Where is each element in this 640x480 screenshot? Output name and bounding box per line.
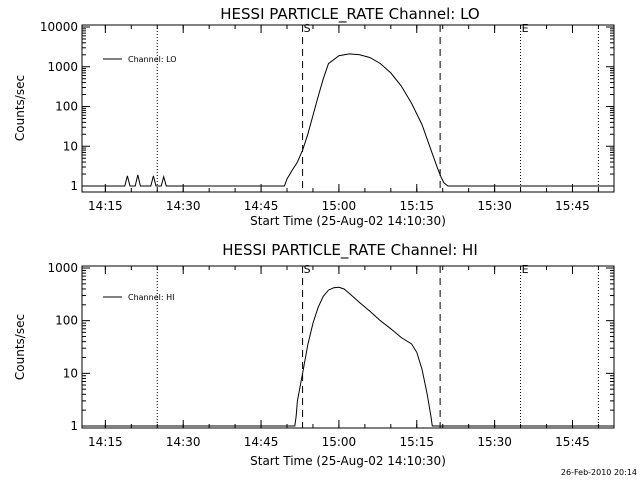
x-tick-label: 14:15 (88, 435, 123, 449)
plot-frame (81, 24, 615, 193)
y-tick-label: 10 (63, 139, 78, 153)
y-tick-label: 10 (63, 366, 78, 380)
y-axis-label: Counts/sec (13, 75, 27, 141)
time-marker-label: S (304, 263, 311, 276)
x-tick-label: 15:00 (322, 199, 357, 213)
x-tick-label: 15:15 (399, 435, 434, 449)
chart-title: HESSI PARTICLE_RATE Channel: HI (222, 241, 478, 260)
chart-panel-lo: HESSI PARTICLE_RATE Channel: LO 14:15 14:… (13, 5, 615, 228)
time-marker-label: S (304, 22, 311, 35)
legend: Channel: HI (103, 293, 174, 302)
chart-panel-hi: HESSI PARTICLE_RATE Channel: HI 14:15 14:… (13, 241, 615, 468)
y-tick-label: 100 (55, 314, 78, 328)
y-tick-label: 10000 (40, 20, 78, 34)
time-marker-label: E (522, 22, 529, 35)
x-axis-label: Start Time (25-Aug-02 14:10:30) (250, 214, 446, 228)
x-tick-label: 14:15 (88, 199, 123, 213)
legend: Channel: LO (103, 55, 177, 64)
x-tick-label: 15:15 (399, 199, 434, 213)
y-tick-label: 1 (70, 419, 78, 433)
x-tick-label: 15:00 (322, 435, 357, 449)
x-tick-label: 15:30 (477, 199, 512, 213)
x-tick-label: 14:45 (244, 435, 279, 449)
series-line-lo (82, 53, 614, 187)
x-tick-label: 14:30 (166, 435, 201, 449)
x-tick-label: 14:30 (166, 199, 201, 213)
time-marker-label: E (522, 263, 529, 276)
y-tick-label: 100 (55, 100, 78, 114)
timestamp-footer: 26-Feb-2010 20:14 (561, 468, 637, 477)
axis-ticks: 14:15 14:30 14:45 15:00 15:15 15:30 15:45 1 10 10… (40, 20, 614, 213)
series-line-hi (82, 286, 614, 427)
axis-ticks: 14:15 14:30 14:45 15:00 15:15 15:30 15:45 1 10 10… (47, 261, 614, 449)
y-tick-label: 1000 (47, 261, 78, 275)
x-tick-label: 15:45 (555, 199, 590, 213)
y-tick-label: 1 (70, 179, 78, 193)
x-axis-label: Start Time (25-Aug-02 14:10:30) (250, 454, 446, 468)
plot-frame (81, 265, 615, 429)
y-tick-label: 1000 (47, 60, 78, 74)
y-axis-label: Counts/sec (13, 314, 27, 380)
legend-label: Channel: LO (128, 55, 177, 64)
x-tick-label: 14:45 (244, 199, 279, 213)
x-tick-label: 15:45 (555, 435, 590, 449)
x-tick-label: 15:30 (477, 435, 512, 449)
chart-title: HESSI PARTICLE_RATE Channel: LO (220, 5, 479, 24)
legend-label: Channel: HI (128, 293, 174, 302)
